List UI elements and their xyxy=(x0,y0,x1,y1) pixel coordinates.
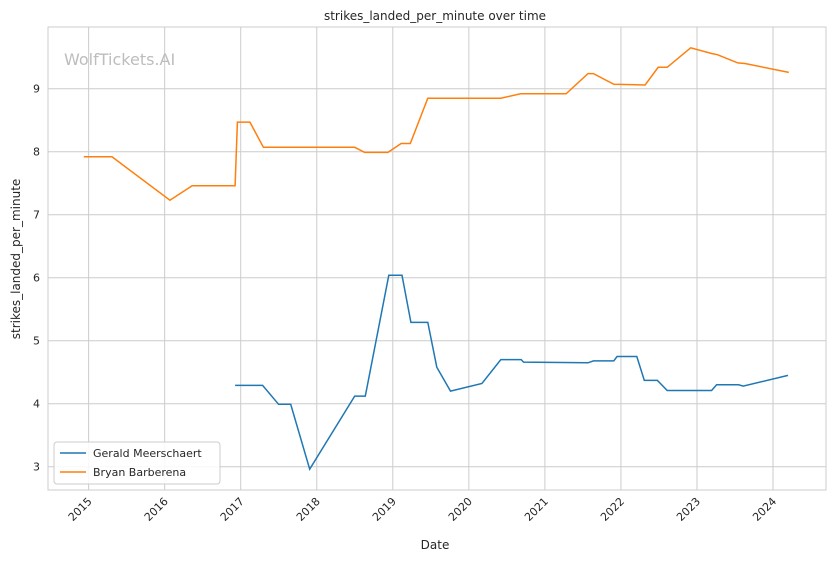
y-tick-label: 7 xyxy=(33,209,40,222)
x-axis-label: Date xyxy=(421,538,450,552)
y-tick-label: 9 xyxy=(33,83,40,96)
y-tick-label: 5 xyxy=(33,335,40,348)
y-tick-label: 3 xyxy=(33,461,40,474)
chart-title: strikes_landed_per_minute over time xyxy=(324,9,546,23)
y-tick-label: 8 xyxy=(33,146,40,159)
legend: Gerald Meerschaert Bryan Barberena xyxy=(54,442,220,484)
legend-label: Gerald Meerschaert xyxy=(93,447,202,460)
legend-label: Bryan Barberena xyxy=(93,466,186,479)
y-tick-label: 4 xyxy=(33,398,40,411)
watermark: WolfTickets.AI xyxy=(64,50,175,69)
y-tick-label: 6 xyxy=(33,272,40,285)
y-axis-label: strikes_landed_per_minute xyxy=(9,179,23,340)
